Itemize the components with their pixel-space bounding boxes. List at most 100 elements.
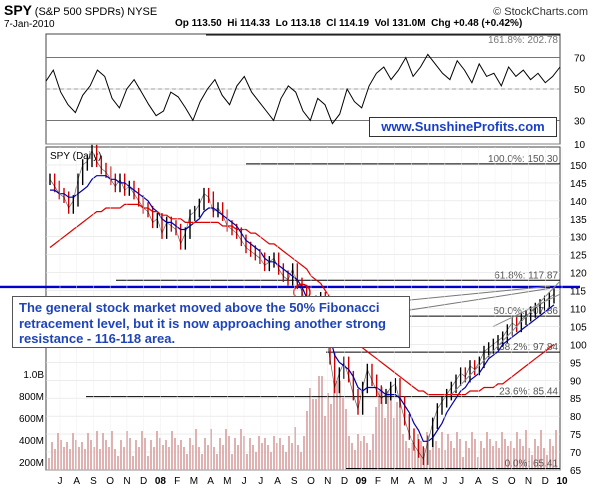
volume-bar (231, 454, 233, 470)
x-tick-label: F (174, 476, 180, 487)
volume-bar (378, 391, 380, 470)
price-tick-label: 80 (570, 412, 582, 423)
volume-bar (288, 436, 290, 470)
volume-bar (78, 447, 80, 470)
volume-bar (405, 441, 407, 470)
price-tick-label: 65 (570, 466, 582, 477)
volume-bar (180, 440, 182, 470)
volume-bar (330, 404, 332, 470)
price-tick-label: 95 (570, 358, 582, 369)
volume-bar (240, 429, 242, 470)
volume-bar (381, 387, 383, 470)
volume-bar (366, 443, 368, 470)
price-tick-label: 140 (570, 197, 587, 208)
volume-bar (426, 432, 428, 470)
x-tick-label: M (223, 476, 231, 487)
volume-bar (429, 450, 431, 470)
volume-bar (195, 429, 197, 470)
volume-bar (333, 381, 335, 470)
price-tick-label: 110 (570, 305, 586, 316)
volume-bar (348, 436, 350, 470)
volume-tick-label: 800M (19, 392, 44, 403)
x-tick-label: A (207, 476, 214, 487)
volume-bar (534, 439, 536, 470)
price-tick-label: 105 (570, 322, 587, 333)
volume-bar (525, 430, 527, 470)
volume-bar (285, 452, 287, 470)
x-tick-label: M (190, 476, 198, 487)
volume-bar (114, 449, 116, 470)
x-tick-label: F (375, 476, 381, 487)
x-tick-label: O (106, 476, 114, 487)
fib-label: 100.0%: 150.30 (488, 154, 558, 165)
volume-bar (342, 398, 344, 470)
x-tick-label: J (258, 476, 263, 487)
volume-bar (270, 452, 272, 470)
volume-bar (549, 439, 551, 470)
quote-high: Hi 114.33 (227, 18, 271, 29)
callout-pointer (409, 285, 551, 301)
x-tick-label: M (424, 476, 432, 487)
volume-bar (264, 438, 266, 470)
volume-bar (204, 438, 206, 470)
volume-bar (93, 447, 95, 470)
x-tick-label: J (459, 476, 464, 487)
volume-bar (408, 448, 410, 470)
volume-bar (318, 376, 320, 470)
volume-bar (387, 391, 389, 470)
volume-bar (255, 452, 257, 470)
volume-bar (171, 431, 173, 470)
volume-bar (174, 438, 176, 470)
volume-bar (450, 441, 452, 470)
price-tick-label: 75 (570, 430, 582, 441)
volume-bar (51, 442, 53, 470)
volume-bar (441, 432, 443, 470)
price-tick-label: 85 (570, 394, 582, 405)
volume-bar (96, 431, 98, 470)
volume-bar (99, 449, 101, 470)
quote-low: Lo 113.18 (275, 18, 321, 29)
x-axis: J A S O N D 08 F M A M J J A S O N D 09 F M A M J J A S O N D 10 (58, 147, 568, 487)
quote-bar: Op 113.50 Hi 114.33 Lo 113.18 Cl 114.19 … (175, 18, 522, 29)
volume-bar (159, 438, 161, 470)
volume-bar (453, 448, 455, 470)
x-tick-label: O (508, 476, 516, 487)
volume-bar (120, 440, 122, 470)
volume-bar (363, 436, 365, 470)
volume-bar (69, 449, 71, 470)
volume-bar (129, 438, 131, 470)
quote-open: Op 113.50 (175, 18, 222, 29)
volume-bar (261, 443, 263, 470)
x-tick-label: N (525, 476, 532, 487)
price-tick-label: 125 (570, 251, 587, 262)
ma-short-line (50, 175, 555, 442)
volume-bar (471, 432, 473, 470)
volume-bar (141, 431, 143, 470)
volume-bar (321, 376, 323, 470)
volume-bar (369, 450, 371, 470)
volume-bar (414, 450, 416, 470)
website-label[interactable]: www.SunshineProfits.com (369, 117, 557, 137)
ma-long-line (49, 203, 555, 396)
ticker-exchange: NYSE (127, 6, 158, 18)
x-tick-label: N (324, 476, 331, 487)
volume-bar (279, 438, 281, 470)
volume-bar (402, 434, 404, 470)
volume-bar (258, 436, 260, 470)
volume-bar (501, 432, 503, 470)
volume-bar (462, 457, 464, 470)
volume-bar (57, 433, 59, 470)
volume-bar (222, 445, 224, 470)
x-tick-label: D (341, 476, 348, 487)
rsi-tick-label: 10 (574, 140, 586, 151)
volume-bar (144, 438, 146, 470)
volume-bar (168, 447, 170, 470)
price-tick-label: 100 (570, 340, 587, 351)
volume-bar (396, 402, 398, 470)
x-tick-label: 09 (356, 476, 368, 487)
volume-bar (516, 432, 518, 470)
volume-bar (201, 454, 203, 470)
x-tick-label: O (307, 476, 315, 487)
volume-bar (75, 440, 77, 470)
volume-bar (90, 440, 92, 470)
